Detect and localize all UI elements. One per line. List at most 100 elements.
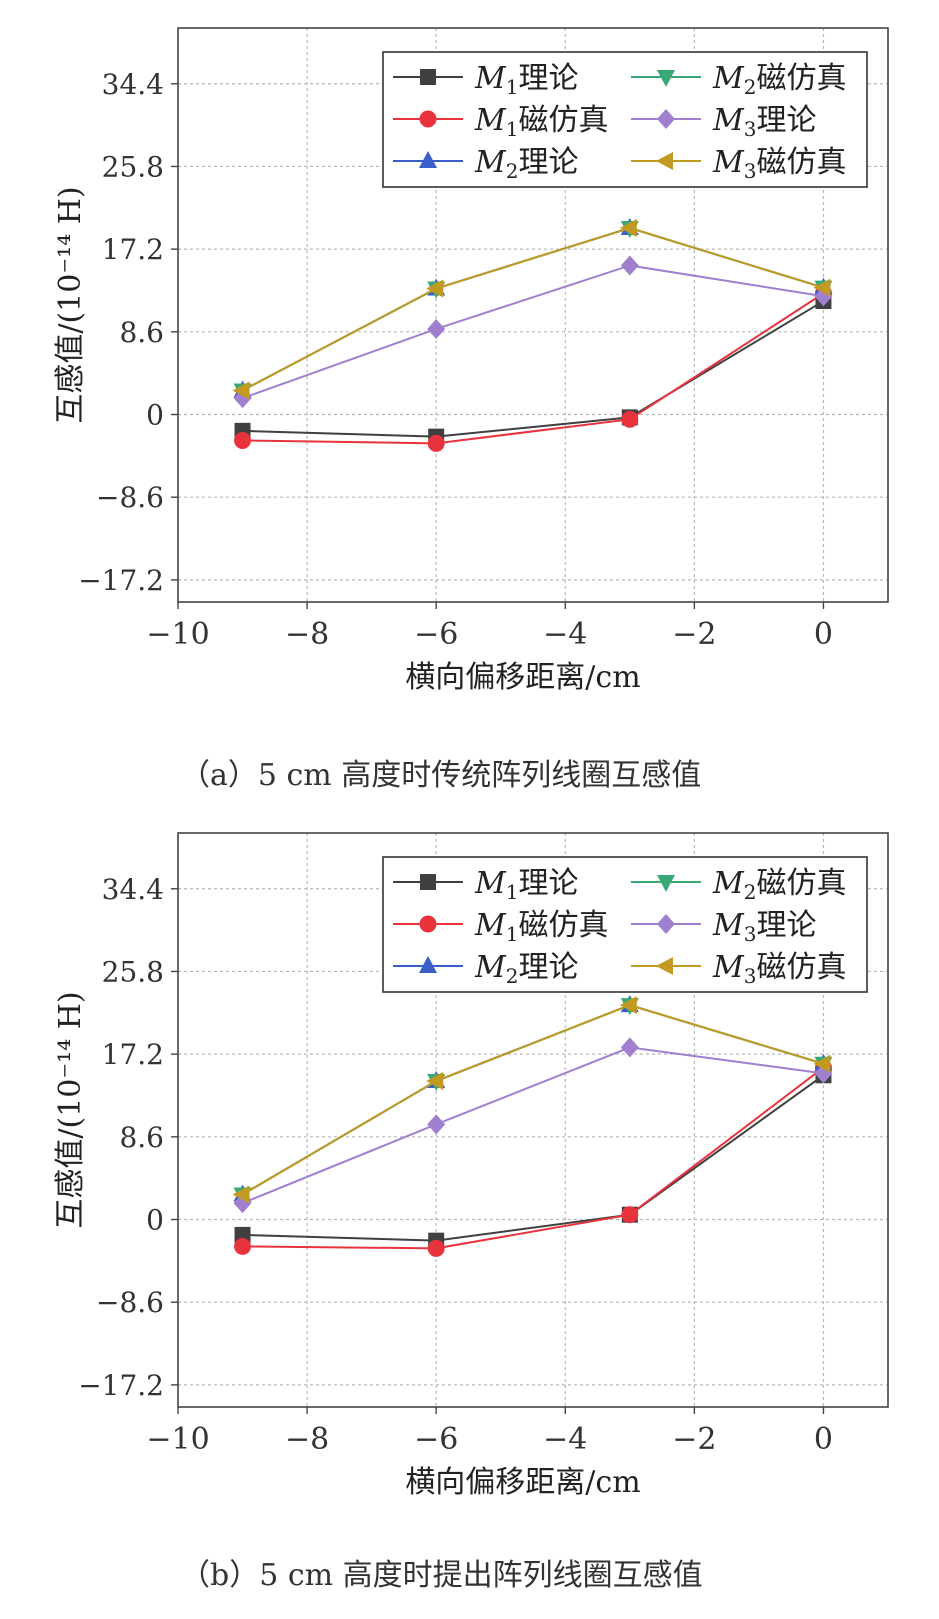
y-tick-label: −17.2 bbox=[78, 1369, 164, 1402]
x-tick-label: −6 bbox=[414, 617, 458, 652]
legend-marker bbox=[420, 69, 436, 85]
series-line bbox=[242, 1046, 824, 1205]
y-tick-label: 8.6 bbox=[119, 316, 164, 349]
data-point bbox=[426, 279, 444, 298]
y-axis-label: 互感值/(10⁻¹⁴ H) bbox=[53, 991, 88, 1228]
caption-b: （b）5 cm 高度时提出阵列线圈互感值 bbox=[180, 1558, 703, 1593]
data-point bbox=[426, 1072, 444, 1091]
legend-marker bbox=[656, 152, 673, 170]
legend-label: M3磁仿真 bbox=[712, 145, 846, 183]
x-axis-label: 横向偏移距离/cm bbox=[405, 1465, 640, 1500]
x-tick-label: −6 bbox=[414, 1422, 458, 1457]
legend-box bbox=[382, 856, 868, 993]
y-tick-label: 8.6 bbox=[119, 1121, 164, 1154]
series-line bbox=[242, 292, 824, 445]
x-tick-label: −10 bbox=[146, 617, 209, 652]
data-point bbox=[232, 381, 250, 400]
series-line bbox=[242, 226, 824, 392]
legend-label: M1理论 bbox=[474, 61, 578, 99]
legend-marker bbox=[656, 957, 673, 975]
y-tick-label: 25.8 bbox=[102, 150, 164, 183]
legend-label: M2磁仿真 bbox=[712, 866, 846, 904]
chart-panel-b: −10 −8 −6 −4 −2 0 34.4 25.8 17.2 8.6 0 −8.6 −17.2 横向偏… bbox=[0, 805, 939, 1619]
data-point bbox=[233, 1193, 252, 1214]
legend-label: M1理论 bbox=[474, 866, 578, 904]
data-point bbox=[620, 255, 639, 276]
series-0 bbox=[234, 1067, 832, 1249]
plot-frame bbox=[177, 27, 889, 603]
x-tick-label: 0 bbox=[814, 617, 833, 652]
y-tick-label: 17.2 bbox=[102, 233, 164, 266]
legend-label: M1磁仿真 bbox=[474, 908, 608, 946]
y-tick-label: 0 bbox=[146, 1204, 164, 1237]
series-line bbox=[242, 300, 824, 438]
axis-ticks: −10 −8 −6 −4 −2 0 34.4 25.8 17.2 8.6 0 −8.6 −17.2 bbox=[78, 68, 833, 652]
data-point bbox=[234, 431, 252, 449]
chart-b: −10 −8 −6 −4 −2 0 34.4 25.8 17.2 8.6 0 −8.6 −17.2 横向偏… bbox=[53, 832, 889, 1500]
y-tick-label: 0 bbox=[146, 399, 164, 432]
data-point bbox=[813, 278, 831, 297]
data-point bbox=[427, 434, 445, 452]
series-3 bbox=[233, 998, 833, 1205]
caption-a: （a）5 cm 高度时传统阵列线圈互感值 bbox=[180, 758, 702, 793]
legend-marker bbox=[419, 915, 437, 933]
legend-label: M2理论 bbox=[474, 950, 578, 988]
x-tick-label: 0 bbox=[814, 1422, 833, 1457]
legend-marker bbox=[657, 70, 675, 87]
y-tick-label: −8.6 bbox=[96, 481, 164, 514]
x-tick-label: −10 bbox=[146, 1422, 209, 1457]
legend-marker bbox=[419, 151, 437, 168]
series-line bbox=[242, 1004, 824, 1196]
y-tick-label: −17.2 bbox=[78, 564, 164, 597]
legend-label: M1磁仿真 bbox=[474, 103, 608, 141]
data-point bbox=[813, 1054, 831, 1073]
series-line bbox=[242, 264, 824, 400]
series-5 bbox=[232, 218, 831, 400]
legend-label: M3磁仿真 bbox=[712, 950, 846, 988]
series-line bbox=[242, 1074, 825, 1242]
x-axis-label: 横向偏移距离/cm bbox=[405, 660, 640, 695]
x-tick-label: −2 bbox=[672, 1422, 716, 1457]
y-axis-label: 互感值/(10⁻¹⁴ H) bbox=[53, 186, 88, 423]
y-tick-label: −8.6 bbox=[96, 1286, 164, 1319]
legend-marker bbox=[657, 875, 675, 892]
data-point bbox=[234, 1226, 251, 1243]
x-tick-label: −4 bbox=[543, 617, 587, 652]
legend-marker bbox=[657, 914, 675, 934]
x-tick-label: −8 bbox=[285, 1422, 329, 1457]
data-point bbox=[621, 410, 639, 428]
data-point bbox=[427, 1114, 446, 1135]
series-line bbox=[242, 1004, 824, 1196]
data-point bbox=[232, 1185, 250, 1204]
x-tick-label: −8 bbox=[285, 617, 329, 652]
data-point bbox=[619, 996, 637, 1015]
legend-marker bbox=[420, 874, 436, 890]
data-point bbox=[621, 1206, 639, 1224]
legend-label: M3理论 bbox=[712, 908, 816, 946]
chart-a: −10 −8 −6 −4 −2 0 34.4 25.8 17.2 8.6 0 −8.6 −17.2 横向偏… bbox=[53, 27, 889, 695]
x-tick-label: −2 bbox=[672, 617, 716, 652]
legend-label: M2理论 bbox=[474, 145, 578, 183]
legend-marker bbox=[657, 109, 675, 129]
plot-frame bbox=[177, 832, 889, 1408]
series-3 bbox=[233, 220, 833, 401]
series-line bbox=[242, 1066, 825, 1250]
data-point bbox=[620, 1037, 639, 1058]
legend-label: M3理论 bbox=[712, 103, 816, 141]
x-tick-label: −4 bbox=[543, 1422, 587, 1457]
y-tick-label: 34.4 bbox=[102, 873, 164, 906]
legend-box bbox=[382, 51, 868, 188]
legend-marker bbox=[419, 956, 437, 973]
series-4 bbox=[233, 1037, 833, 1214]
series-4 bbox=[233, 255, 833, 409]
series-line bbox=[242, 1004, 824, 1196]
legend: M1理论 M2磁仿真 M1磁仿真 M3理论 M2理论 M3磁仿真 bbox=[382, 856, 868, 993]
data-point bbox=[619, 218, 637, 237]
legend-marker bbox=[419, 110, 437, 128]
data-point bbox=[234, 1237, 252, 1255]
y-tick-label: 25.8 bbox=[102, 955, 164, 988]
data-point bbox=[427, 318, 446, 339]
series-5 bbox=[232, 996, 831, 1204]
legend-label: M2磁仿真 bbox=[712, 61, 846, 99]
y-tick-label: 34.4 bbox=[102, 68, 164, 101]
